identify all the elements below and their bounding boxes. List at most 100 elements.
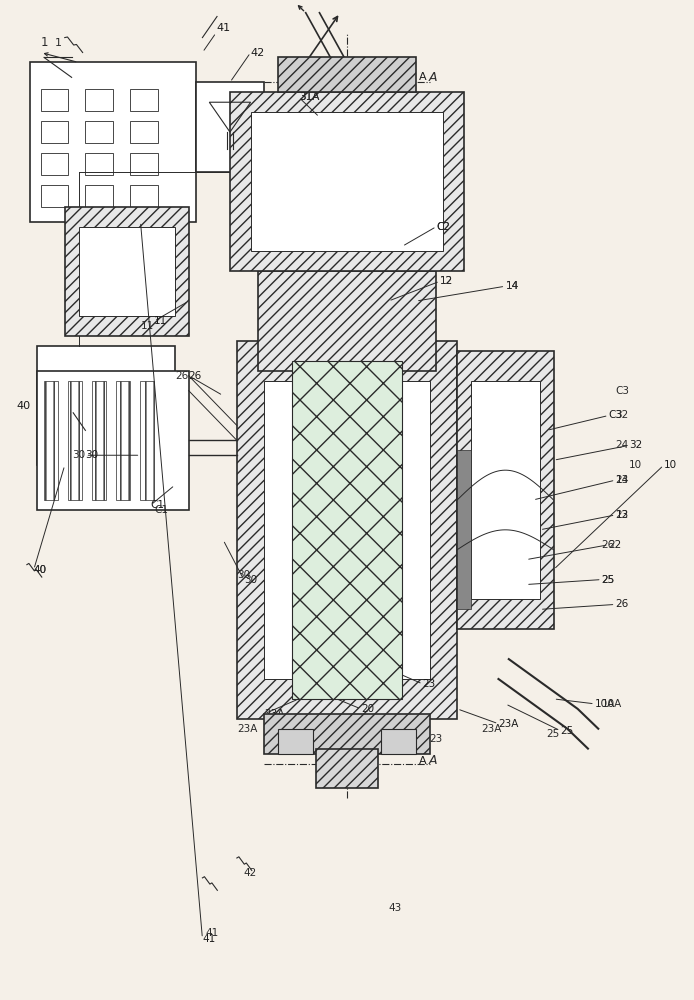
Text: 40: 40 [34,565,47,575]
Bar [251,112,443,251]
Text: 1: 1 [40,36,48,49]
Bar [65,207,189,336]
Text: 30: 30 [244,575,257,585]
Text: 14: 14 [505,281,518,291]
Bar [68,381,82,500]
Text: 25: 25 [602,575,615,585]
Text: 23: 23 [430,734,443,744]
Bar [37,371,189,510]
Text: 23: 23 [423,679,436,689]
Text: 13: 13 [616,510,629,520]
Bar [85,89,113,111]
Text: 23A: 23A [498,719,519,729]
Text: A: A [429,754,437,767]
Text: 41: 41 [203,934,216,944]
Bar [92,381,106,500]
Text: 32: 32 [616,410,629,420]
Bar [264,714,430,754]
Bar [117,381,130,500]
Text: C1: C1 [154,505,168,515]
Text: 24: 24 [616,440,629,450]
Bar [130,185,158,207]
Bar [37,346,175,465]
Bar [140,381,154,500]
Text: 23A: 23A [264,709,285,719]
Bar [31,62,196,222]
Text: 25: 25 [547,729,560,739]
Text: C3: C3 [616,386,629,396]
Bar [285,82,354,172]
Text: 24: 24 [616,475,629,485]
Bar [44,381,58,500]
Text: 21: 21 [389,729,402,739]
Bar [196,82,264,172]
Text: 23A: 23A [237,724,257,734]
Text: 40: 40 [17,401,31,411]
Bar [230,92,464,271]
Text: 32: 32 [629,440,643,450]
Text: A: A [419,756,427,766]
Text: 12: 12 [440,276,453,286]
Bar [237,341,457,719]
Text: 40: 40 [34,565,47,575]
Bar [85,185,113,207]
Text: C3: C3 [609,410,623,420]
Text: 30: 30 [72,450,85,460]
Text: 42: 42 [244,868,257,878]
Text: 31A: 31A [299,92,319,102]
Bar [130,121,158,143]
Text: 41: 41 [206,928,219,938]
Text: 30: 30 [237,570,250,580]
Text: 41: 41 [217,23,230,33]
Text: A: A [419,72,427,82]
Text: A: A [429,71,437,84]
Text: 43: 43 [389,903,402,913]
Text: 1: 1 [54,38,61,48]
Text: 43: 43 [368,67,382,77]
Text: 23A: 23A [481,724,502,734]
Bar [457,351,554,629]
Text: 20: 20 [361,704,374,714]
Bar [278,729,312,754]
Bar [264,381,430,679]
Text: 26: 26 [602,540,615,550]
Bar [292,361,402,699]
Text: 26: 26 [189,371,202,381]
Text: 26: 26 [176,371,189,381]
Text: 13: 13 [616,475,629,485]
Bar [41,185,68,207]
Bar [41,153,68,175]
Bar [41,89,68,111]
Bar [85,121,113,143]
Bar [471,381,540,599]
Text: 30: 30 [85,450,99,460]
Text: 11: 11 [141,321,154,331]
Text: 26: 26 [616,599,629,609]
Text: C1: C1 [151,500,164,510]
Bar [130,89,158,111]
Text: 21: 21 [364,739,378,749]
Text: 11: 11 [154,316,167,326]
Text: 42: 42 [251,47,265,57]
Text: 10A: 10A [602,699,622,709]
Bar [316,749,378,788]
Bar [78,227,175,316]
Bar [382,729,416,754]
Text: 20: 20 [326,724,339,734]
Text: 25: 25 [561,726,574,736]
Text: 12: 12 [440,276,453,286]
Polygon shape [457,450,471,609]
Text: 25: 25 [602,575,615,585]
Text: 14: 14 [505,281,518,291]
Bar [41,121,68,143]
Text: 10A: 10A [595,699,615,709]
Text: C2: C2 [437,222,450,232]
Bar [278,57,416,92]
Text: 10: 10 [663,460,677,470]
Text: 10: 10 [629,460,643,470]
Bar [85,153,113,175]
Text: 22: 22 [616,510,629,520]
Text: 22: 22 [609,540,622,550]
Bar [257,271,437,371]
Text: C2: C2 [437,222,450,232]
